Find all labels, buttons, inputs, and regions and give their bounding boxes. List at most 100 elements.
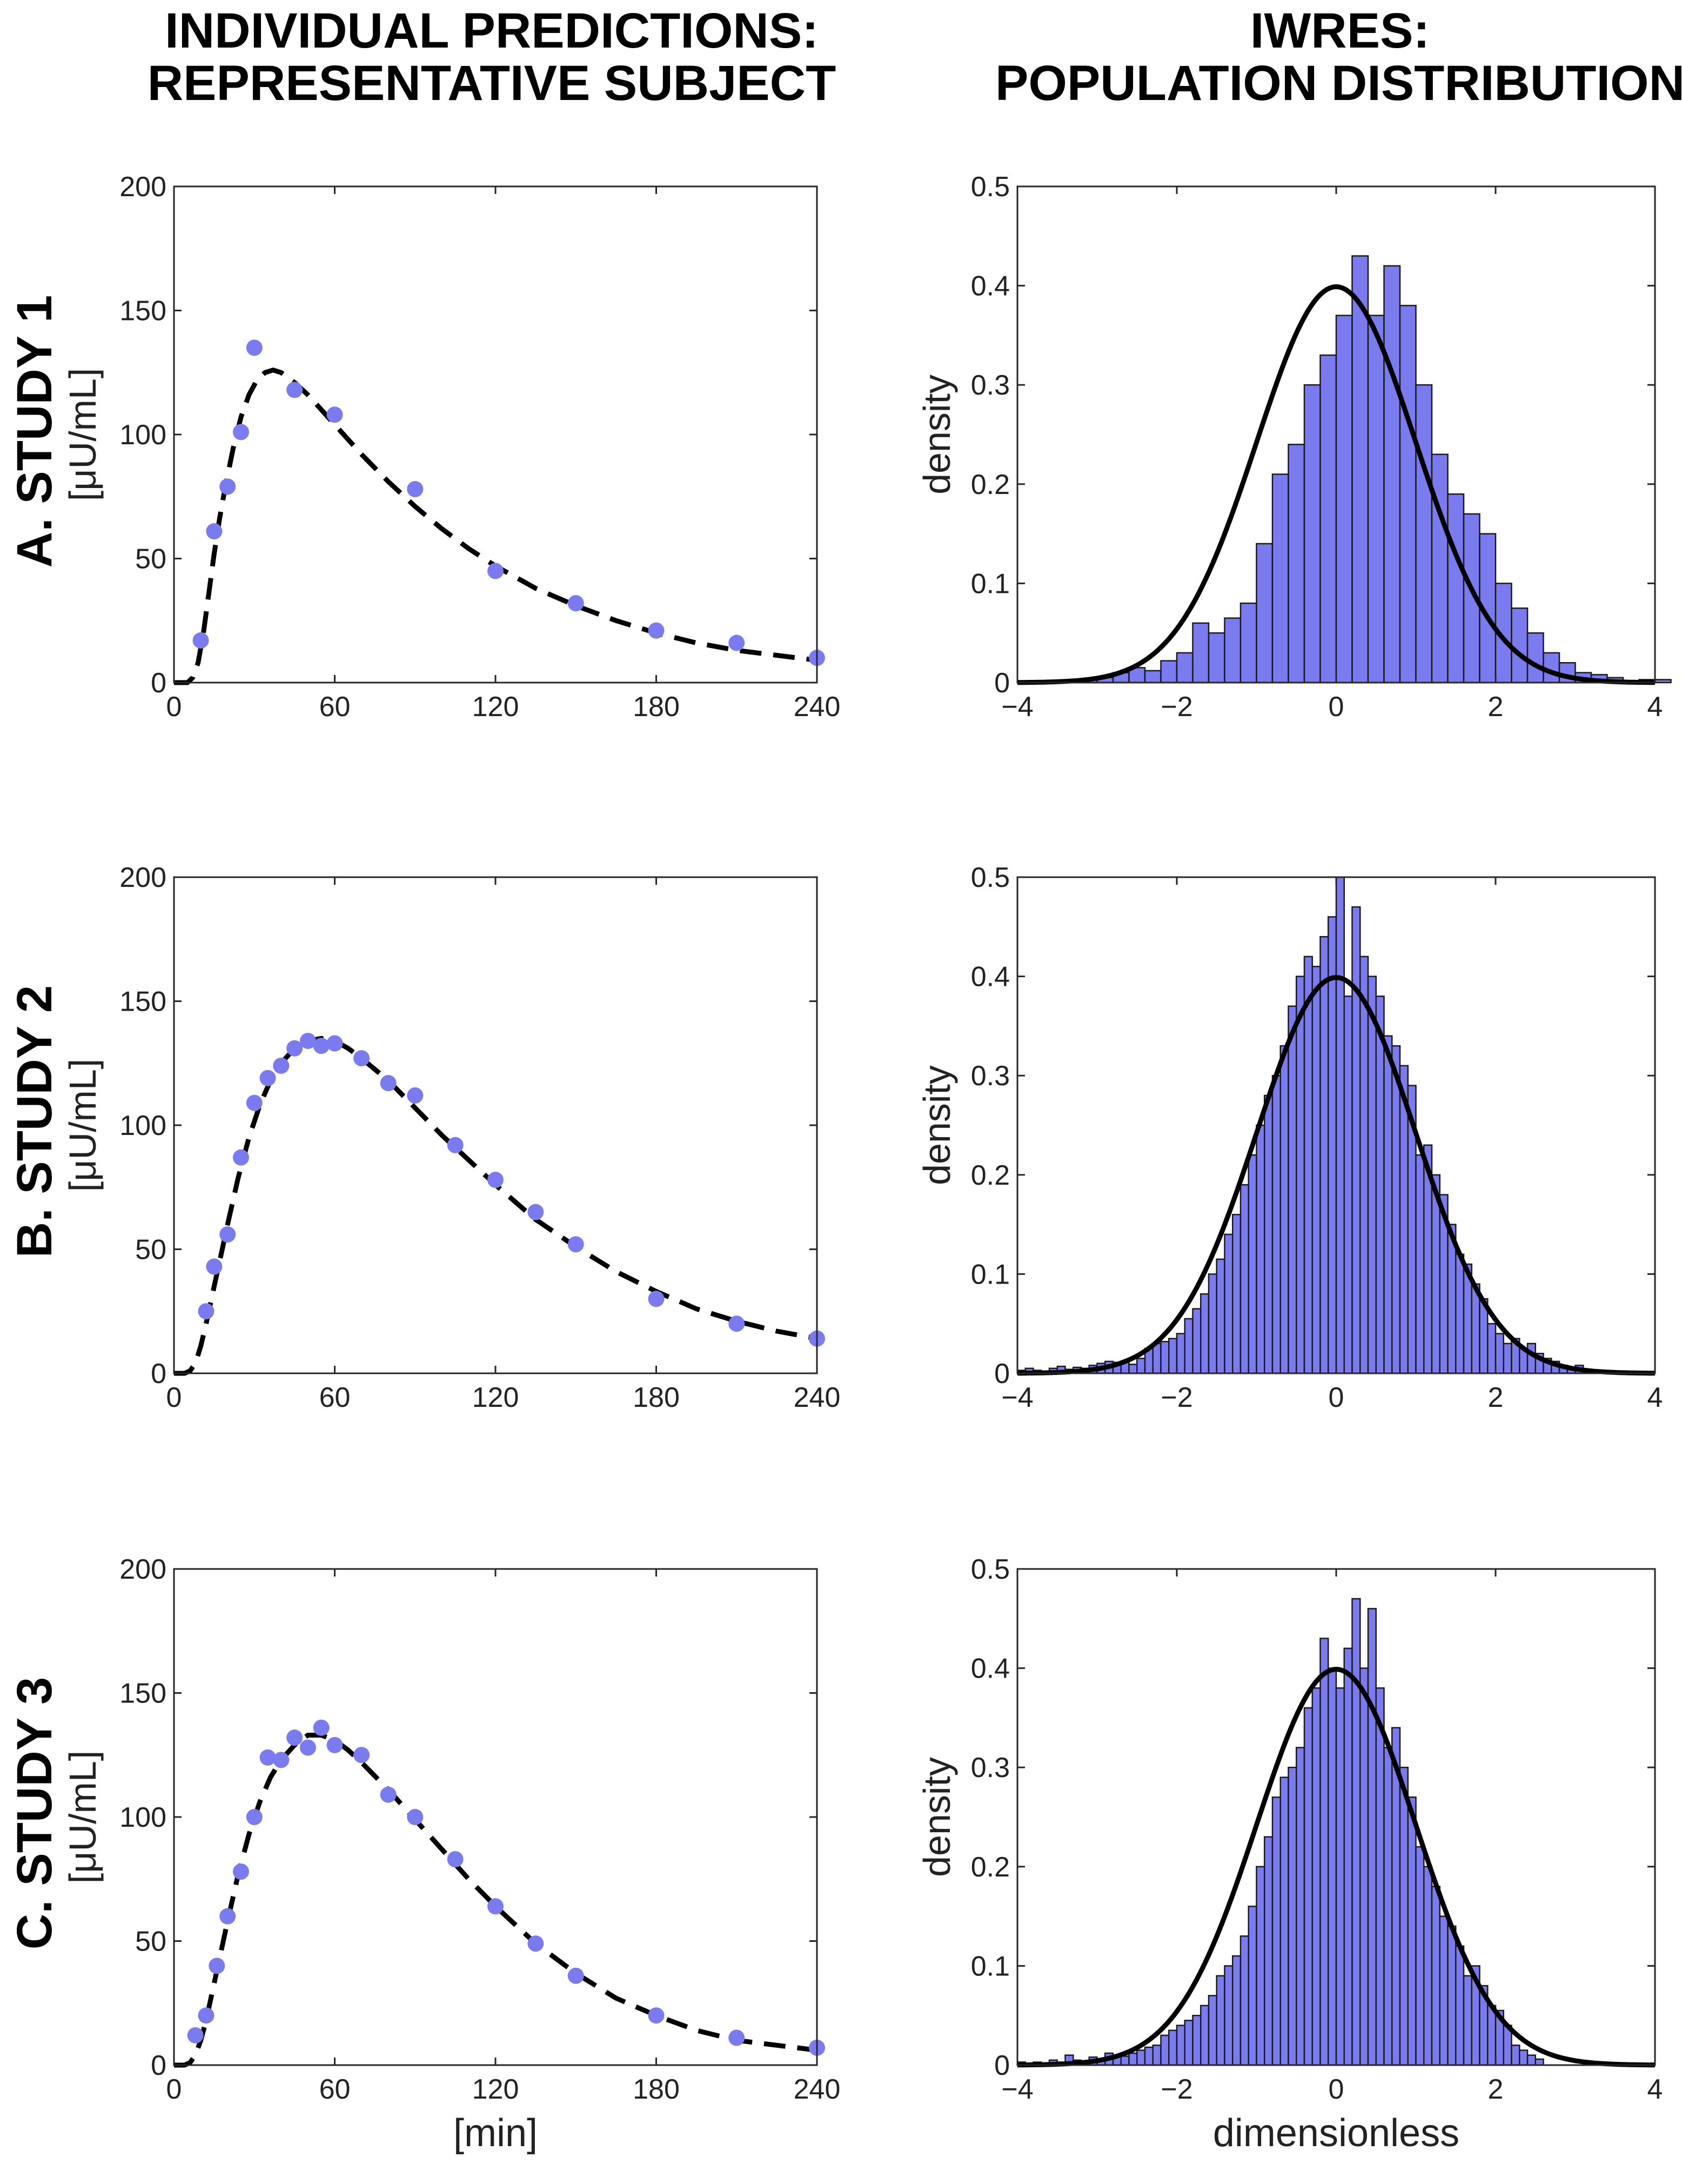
histogram-bar [1176,652,1194,684]
y-tick-label: 0.1 [971,1951,1010,1982]
x-tick-label: 0 [166,691,182,723]
x-tick-label: −4 [1001,691,1033,723]
histogram-bar [1128,1364,1138,1374]
normal-density-curve [1017,974,1656,1376]
histogram-bar [1343,996,1353,1374]
histogram-bar [1288,1005,1297,1374]
normal-density-curve [1017,284,1656,685]
histogram-bar [1359,956,1369,1374]
x-tick-label: 60 [319,1382,351,1413]
observed-point [232,424,249,440]
histogram-bar [1519,2049,1529,2066]
panel-individual-study-2: 0 60 120 180 240 0 50 100 150 200 [μU/mL] [62,862,840,1413]
observed-point [487,563,504,579]
x-tick-label: 4 [1647,2074,1663,2105]
y-tick-label: 150 [119,986,166,1018]
histogram-bar [1375,1687,1385,2066]
observed-point [206,523,223,540]
histogram-bar [1264,1094,1274,1374]
x-tick-label: 120 [472,1382,519,1413]
x-tick-label: 120 [472,691,519,723]
histogram-bar [1144,2046,1154,2066]
histogram-bar [1463,1975,1472,2066]
y-tick-label: 0.2 [971,469,1010,500]
normal-density-curve [1017,1666,1656,2068]
observed-point [326,1035,343,1052]
y-tick-label: 200 [119,1554,166,1585]
x-tick-label: −2 [1161,691,1192,723]
histogram-bar [1232,1213,1242,1374]
histogram-bar [1192,622,1210,684]
right-header-line-2: POPULATION DISTRIBUTION [995,56,1682,111]
observed-point [353,1747,370,1764]
observed-point [198,1303,215,1320]
histogram-bar [1335,876,1345,1374]
histogram-bar [1319,1638,1329,2066]
observed-point [259,1070,276,1086]
y-tick-label: 50 [135,1926,166,1958]
histogram-bar [1399,1766,1409,2066]
histogram-bar [1351,255,1369,684]
observed-point [299,1032,316,1049]
histogram-bar [1160,2034,1170,2066]
observed-point [447,1851,464,1868]
observed-point [313,1038,330,1054]
observed-point [232,1863,249,1880]
observed-point [273,1057,290,1074]
observed-point [487,1171,504,1188]
y-tick-label: 0.5 [971,1554,1010,1585]
histogram-bar [1383,1747,1393,2066]
observed-point [527,1935,544,1952]
x-tick-label: 180 [633,1382,680,1413]
observed-point [246,339,263,356]
histogram-bar [1534,2058,1544,2066]
y-tick-label: 0.3 [971,1752,1010,1784]
histogram-bar [1351,906,1361,1374]
histogram-bar [1415,384,1433,684]
y-tick-label: 0.4 [971,1653,1010,1685]
observed-point [567,595,584,612]
row-label-study-2: B. STUDY 2 [7,985,62,1258]
histogram-bar [1367,976,1377,1374]
histogram-bar [1239,1184,1249,1374]
histogram-bar [1192,2014,1202,2066]
histogram-bar [1328,916,1337,1374]
y-tick-label: 0 [151,2050,166,2081]
histogram-bar [1423,1866,1433,2066]
histogram-bar [1176,1333,1185,1374]
y-tick-label: 0.5 [971,171,1010,203]
observed-point [326,1736,343,1753]
histogram-bar [1200,2005,1210,2066]
left-header-line-2: REPRESENTATIVE SUBJECT [148,56,836,111]
y-tick-label: 0.4 [971,961,1010,993]
histogram-bar [1192,1308,1202,1374]
histogram-bar [1303,1707,1313,2066]
observed-point [728,2029,745,2046]
histogram-bar [1439,1915,1449,2066]
y-tick-label: 0 [994,1358,1010,1390]
histogram-bar [1383,1035,1393,1374]
histogram-bar [1303,384,1321,684]
observed-point [487,1898,504,1915]
y-axis-label: [μU/mL] [62,1751,104,1884]
panel-iwres-study-2: −4 −2 0 2 4 0 0.1 0.2 0.3 0.4 0.5 density [916,862,1663,1413]
histogram-bar [1296,1747,1305,2066]
y-tick-label: 0.5 [971,862,1010,893]
histogram-bar [1447,1925,1457,2066]
histogram-bar [1415,1154,1425,1374]
plot-area [174,1569,817,2065]
y-tick-label: 150 [119,1678,166,1709]
histogram-bar [1511,607,1529,684]
y-tick-label: 100 [119,1110,166,1141]
histogram-bar [1184,2020,1194,2066]
y-axis-label: density [916,1065,958,1185]
histogram-bar [1359,1667,1369,2066]
x-tick-label: 4 [1647,691,1663,723]
y-tick-label: 0.2 [971,1160,1010,1191]
observed-point [407,480,424,497]
histogram-bar [1216,1975,1225,2066]
histogram-bar [1248,1154,1257,1374]
histogram-bar [1160,1340,1170,1374]
y-tick-label: 50 [135,544,166,575]
